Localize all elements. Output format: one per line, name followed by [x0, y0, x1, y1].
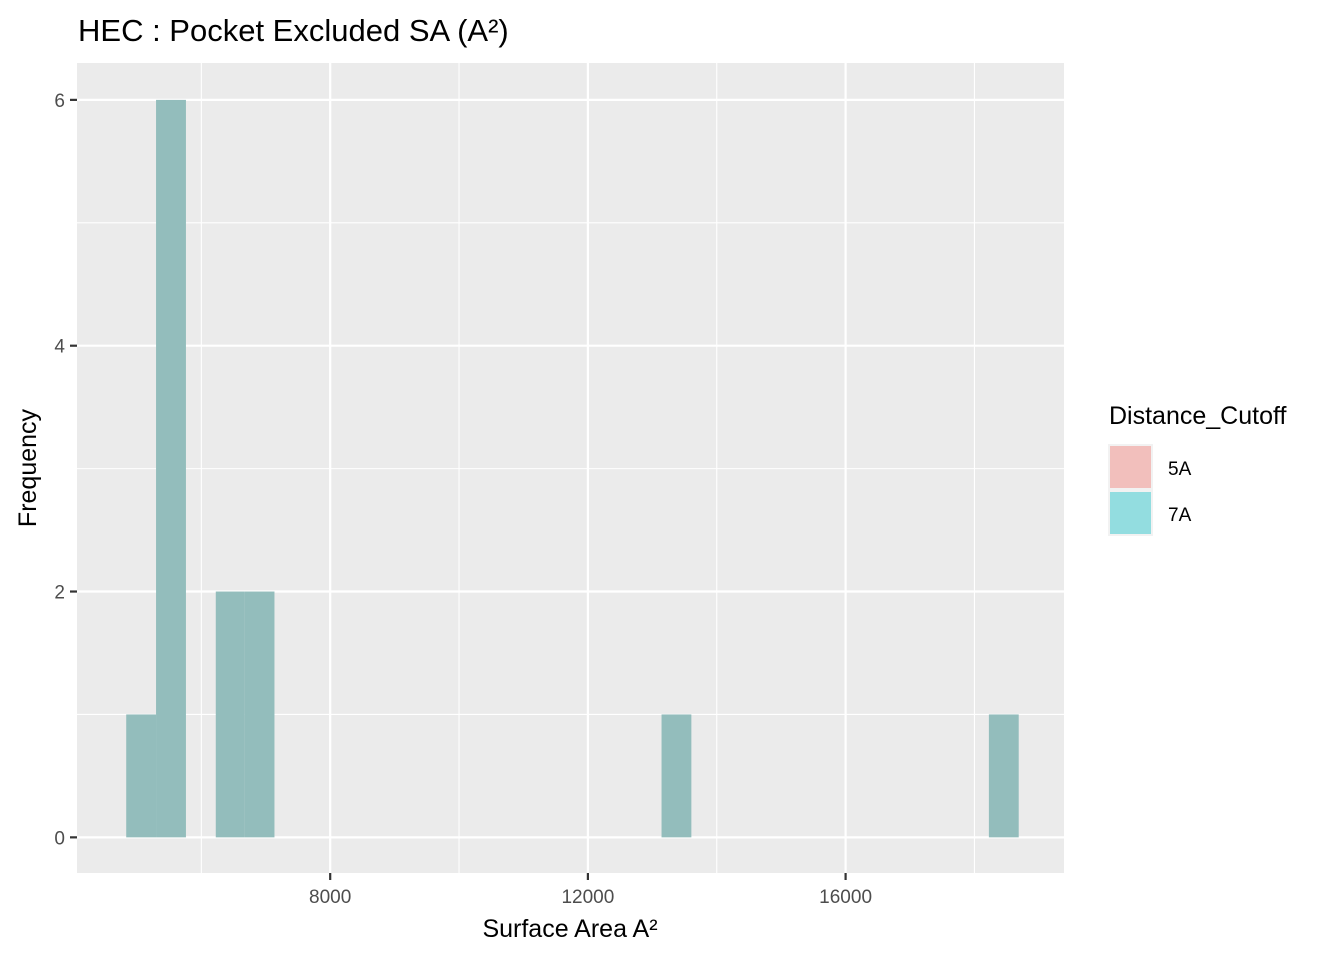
histogram-bar	[244, 591, 275, 838]
x-axis-title: Surface Area A²	[482, 915, 657, 943]
y-axis: 0 2 4 6	[54, 91, 77, 849]
minor-gridlines	[77, 63, 1064, 873]
histogram-bar	[988, 714, 1019, 838]
y-tick-label: 6	[54, 91, 65, 112]
legend-label-5A: 5A	[1168, 459, 1192, 480]
histogram-bar	[156, 99, 186, 838]
histogram-bar	[661, 714, 692, 838]
x-tick-label: 12000	[561, 887, 614, 908]
x-tick-label: 8000	[309, 887, 351, 908]
histogram-bar	[215, 591, 245, 838]
chart-title: HEC : Pocket Excluded SA (A²)	[78, 13, 509, 48]
x-tick-label: 16000	[819, 887, 872, 908]
legend-title: Distance_Cutoff	[1109, 402, 1286, 430]
legend-label-7A: 7A	[1168, 505, 1192, 526]
y-axis-title: Frequency	[14, 408, 42, 527]
legend: Distance_Cutoff 5A 7A	[1108, 402, 1286, 536]
histogram-bars	[126, 99, 1019, 838]
legend-swatch-7A	[1110, 492, 1151, 534]
histogram-bar	[126, 714, 157, 838]
y-tick-label: 4	[54, 337, 65, 358]
x-axis: 8000 12000 16000	[309, 873, 872, 908]
y-tick-label: 2	[54, 583, 65, 604]
legend-swatch-5A	[1110, 446, 1151, 488]
y-tick-label: 0	[54, 828, 65, 849]
